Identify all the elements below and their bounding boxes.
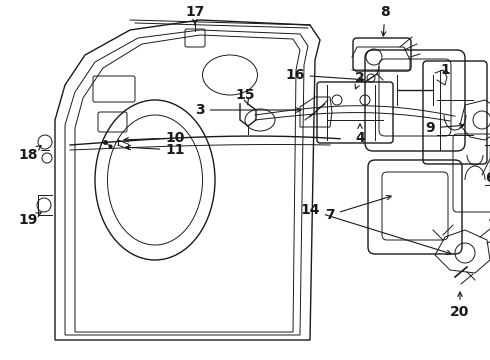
Text: 9: 9 <box>425 121 464 135</box>
Text: 3: 3 <box>195 103 301 117</box>
Text: 20: 20 <box>450 292 470 319</box>
Text: 16: 16 <box>285 68 364 82</box>
Text: 8: 8 <box>380 5 390 36</box>
Text: 4: 4 <box>355 124 365 145</box>
Text: 2: 2 <box>355 71 365 89</box>
Text: 6: 6 <box>485 171 490 185</box>
Text: 19: 19 <box>18 212 41 227</box>
Text: 14: 14 <box>300 203 451 255</box>
Text: 11: 11 <box>126 143 185 157</box>
Text: 18: 18 <box>18 146 41 162</box>
Text: 13: 13 <box>0 359 1 360</box>
Text: 5: 5 <box>0 359 1 360</box>
Text: 15: 15 <box>235 88 255 105</box>
Text: 12: 12 <box>0 359 1 360</box>
Text: 7: 7 <box>325 195 391 222</box>
Text: 1: 1 <box>440 63 450 77</box>
Text: 10: 10 <box>124 131 185 145</box>
Text: 17: 17 <box>185 5 205 24</box>
